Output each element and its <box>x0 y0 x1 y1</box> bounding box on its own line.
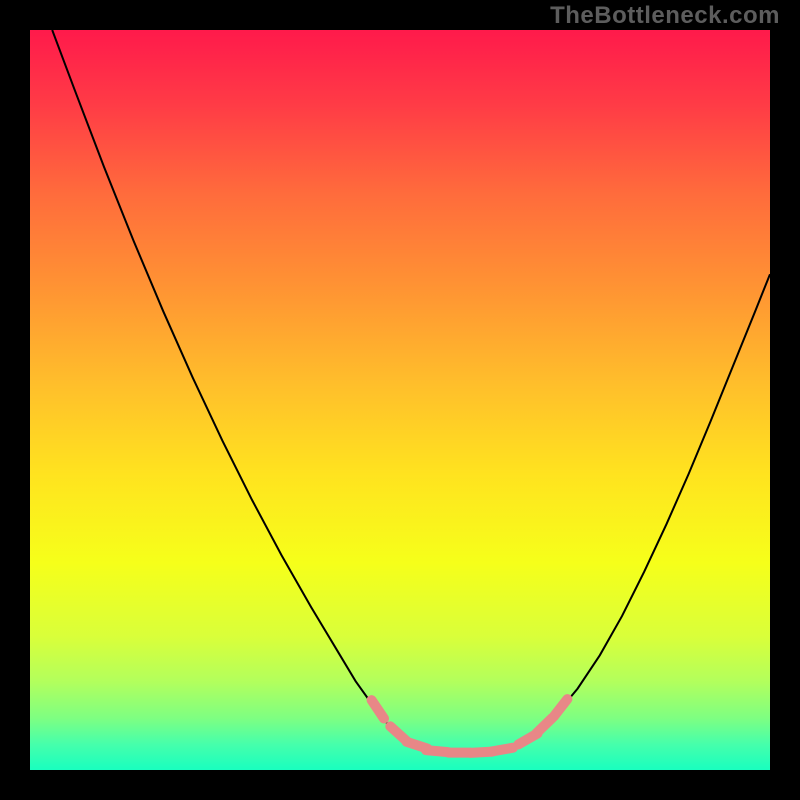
chart-svg <box>30 30 770 770</box>
curve-marker <box>554 699 568 717</box>
markers-group <box>372 699 568 753</box>
plot-area <box>30 30 770 770</box>
curve-marker <box>372 700 384 718</box>
curve-marker <box>536 718 552 733</box>
curve-right <box>467 274 770 753</box>
curve-left <box>52 30 466 753</box>
watermark-text: TheBottleneck.com <box>550 2 780 30</box>
curve-marker <box>491 748 513 752</box>
